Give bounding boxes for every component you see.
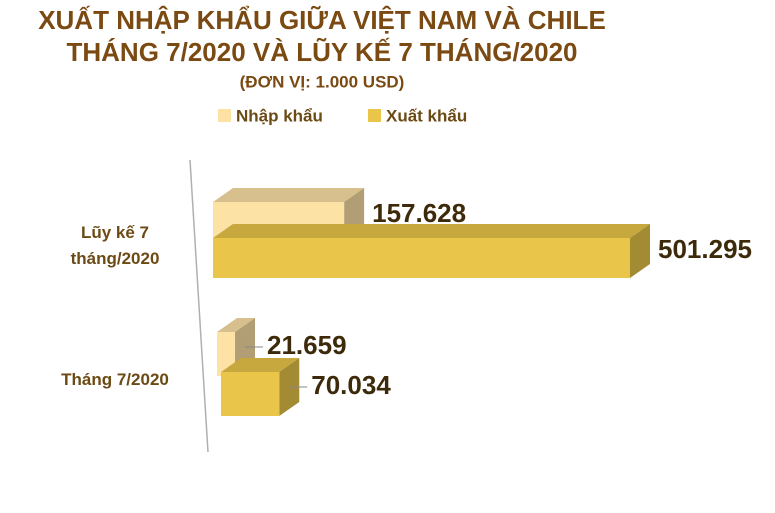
chart-title: THÁNG 7/2020 VÀ LŨY KẾ 7 THÁNG/2020: [66, 37, 577, 67]
bar-top: [213, 224, 650, 238]
chart-subtitle: (ĐƠN VỊ: 1.000 USD): [240, 72, 405, 91]
chart-title: XUẤT NHẬP KHẨU GIỮA VIỆT NAM VÀ CHILE: [38, 5, 606, 35]
legend-label: Xuất khẩu: [386, 106, 467, 125]
bar-top: [221, 358, 300, 372]
legend-swatch: [368, 109, 381, 122]
legend-label: Nhập khẩu: [236, 106, 323, 125]
value-label: 501.295: [658, 234, 752, 264]
bar-top: [217, 318, 256, 332]
legend-swatch: [218, 109, 231, 122]
bar-top: [213, 188, 365, 202]
axis-line: [189, 159, 209, 453]
bar-front: [217, 332, 236, 376]
bar: [221, 358, 300, 416]
category-label: Lũy kế 7 tháng/2020: [70, 223, 160, 268]
category-label: Tháng 7/2020: [61, 370, 169, 389]
bar-front: [221, 372, 280, 416]
bar-front: [213, 238, 630, 278]
bar-side: [630, 224, 650, 278]
value-label: 157.628: [372, 198, 466, 228]
bar: [213, 224, 650, 278]
value-label: 21.659: [267, 330, 347, 360]
value-label: 70.034: [311, 370, 391, 400]
